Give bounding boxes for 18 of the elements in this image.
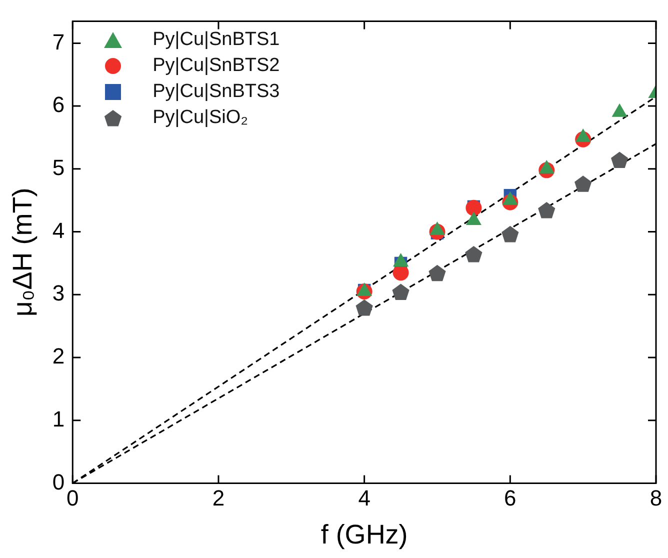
y-tick-label: 2 <box>52 344 65 369</box>
x-axis-title: f (GHz) <box>320 519 408 550</box>
legend-label: Py|Cu|SnBTS1 <box>152 29 280 52</box>
y-axis-title: μ₀ΔH (mT) <box>8 188 38 317</box>
y-tick-label: 3 <box>52 280 65 306</box>
x-tick-label: 6 <box>504 485 516 510</box>
y-tick-label: 4 <box>52 218 65 243</box>
x-tick-label: 8 <box>650 485 662 510</box>
y-tick-label: 7 <box>52 29 65 54</box>
legend-label: Py|Cu|SnBTS2 <box>152 55 280 78</box>
y-tick-label: 1 <box>52 406 65 432</box>
y-tick-label: 0 <box>52 469 65 494</box>
x-tick-label: 4 <box>358 485 370 510</box>
legend-label: Py|Cu|SiO₂ <box>152 107 248 130</box>
legend-label: Py|Cu|SnBTS3 <box>152 81 280 104</box>
y-tick-label: 6 <box>52 92 65 118</box>
y-tick-label: 5 <box>52 154 65 180</box>
x-tick-label: 2 <box>212 485 225 510</box>
